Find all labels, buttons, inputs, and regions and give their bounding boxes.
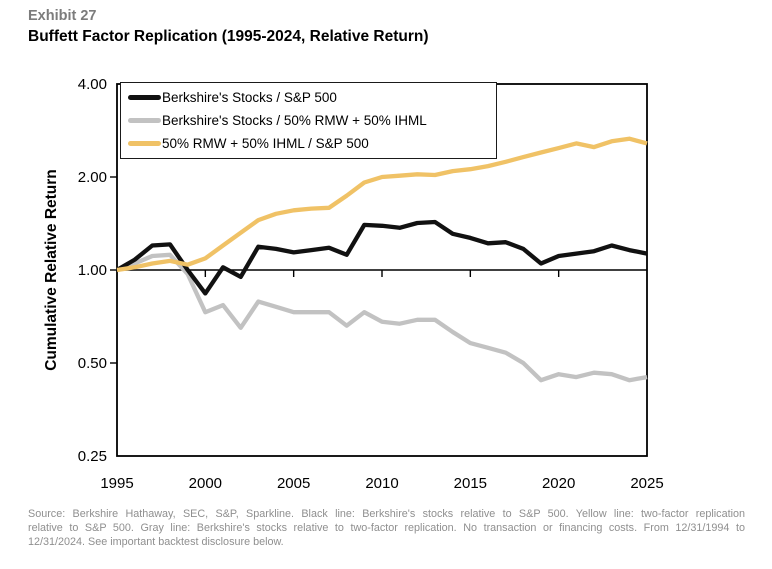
legend-item: Berkshire's Stocks / S&P 500 [128,86,496,108]
series-line-black [115,219,648,296]
page-title: Buffett Factor Replication (1995-2024, R… [28,28,429,45]
source-note-line: relative to S&P 500. Gray line: Berkshir… [28,521,745,534]
y-tick-label: 0.50 [78,355,107,372]
y-tick-label: 4.00 [78,76,107,93]
x-tick-label: 2025 [630,475,663,492]
y-tick-label: 1.00 [78,262,107,279]
x-tick-label: 2010 [365,475,398,492]
x-tick-label: 2005 [277,475,310,492]
x-tick-label: 2000 [189,475,222,492]
y-tick-label: 2.00 [78,169,107,186]
y-tick-label: 0.25 [78,448,107,465]
series-line-yellow [116,136,648,273]
x-tick-label: 2020 [542,475,575,492]
x-tick-label: 2015 [454,475,487,492]
source-note-line: Source: Berkshire Hathaway, SEC, S&P, Sp… [28,508,745,520]
legend-label: Berkshire's Stocks / S&P 500 [162,89,337,105]
legend-swatch-black [128,94,161,100]
legend-swatch-gray [128,118,161,123]
x-tick-label: 1995 [100,475,133,492]
legend-label: 50% RMW + 50% IHML / S&P 500 [162,136,369,152]
source-note-line: 12/31/2024. See important backtest discl… [28,535,284,548]
legend-swatch-yellow [128,141,161,147]
legend-item: Berkshire's Stocks / 50% RMW + 50% IHML [128,110,496,132]
legend: Berkshire's Stocks / S&P 500 Berkshire's… [120,82,497,159]
legend-item: 50% RMW + 50% IHML / S&P 500 [128,133,496,155]
series-line-gray [116,252,648,383]
legend-label: Berkshire's Stocks / 50% RMW + 50% IHML [162,113,427,128]
exhibit-label: Exhibit 27 [28,8,97,24]
source-note: Source: Berkshire Hathaway, SEC, S&P, Sp… [28,508,745,550]
